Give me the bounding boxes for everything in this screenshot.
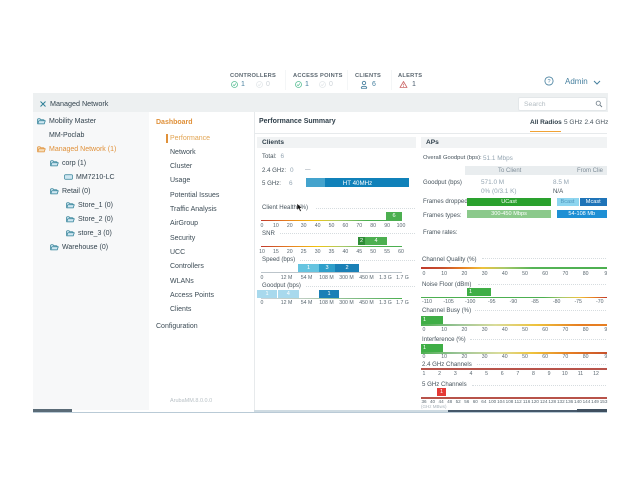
svg-text:?: ? (547, 79, 550, 85)
